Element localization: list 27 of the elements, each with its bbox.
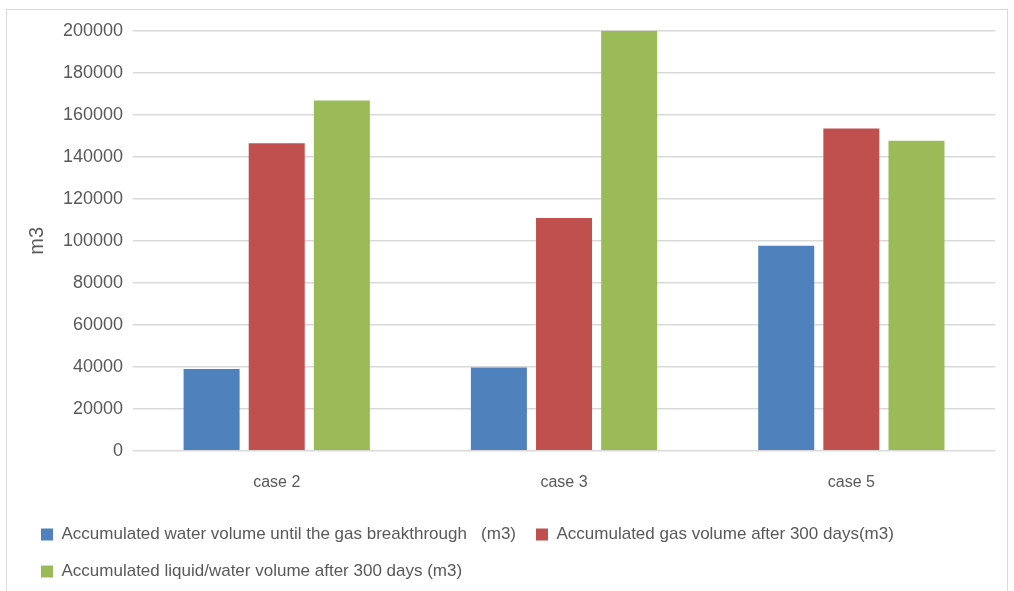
y-tick-label: 40000 [73,355,124,376]
x-tick-label: case 2 [253,472,301,490]
y-tick-label: 140000 [62,145,124,166]
y-axis-title: m3 [24,226,47,255]
bar [313,100,370,451]
y-tick-label: 60000 [73,313,124,334]
bar [888,140,945,451]
bar [248,143,305,451]
y-tick-label: 200000 [62,19,124,40]
x-tick-label: case 5 [827,472,876,490]
bar [183,368,240,451]
y-tick-label: 80000 [73,271,124,292]
y-tick-label: 180000 [62,61,124,82]
bar [536,218,593,451]
y-tick-label: 100000 [62,229,124,250]
bar [601,30,658,451]
legend-label: Accumulated gas volume after 300 days(m3) [556,524,894,544]
bar [470,367,527,451]
y-tick-label: 160000 [62,103,124,124]
bar [823,128,880,451]
y-tick-label: 20000 [73,397,124,418]
legend-label: Accumulated water volume until the gas breakthrough (m3) [61,524,517,544]
y-tick-label: 120000 [62,187,124,208]
x-tick-label: case 3 [540,472,588,490]
y-tick-label: 0 [113,439,124,460]
bar [758,245,815,451]
legend-label: Accumulated liquid/water volume after 300 days (m3) [61,561,463,581]
